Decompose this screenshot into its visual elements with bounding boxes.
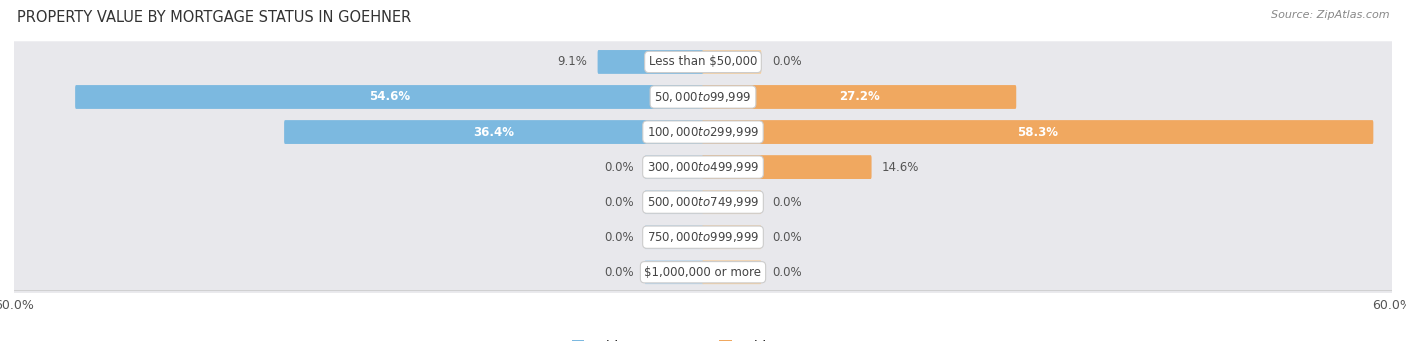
Text: 0.0%: 0.0%: [772, 56, 801, 69]
FancyBboxPatch shape: [702, 120, 1374, 144]
FancyBboxPatch shape: [645, 260, 704, 284]
Legend: Without Mortgage, With Mortgage: Without Mortgage, With Mortgage: [567, 335, 839, 341]
Text: $750,000 to $999,999: $750,000 to $999,999: [647, 230, 759, 244]
Text: $50,000 to $99,999: $50,000 to $99,999: [654, 90, 752, 104]
Text: 0.0%: 0.0%: [772, 196, 801, 209]
Text: 27.2%: 27.2%: [839, 90, 880, 104]
FancyBboxPatch shape: [702, 260, 761, 284]
Text: 0.0%: 0.0%: [605, 231, 634, 244]
FancyBboxPatch shape: [13, 41, 1393, 83]
FancyBboxPatch shape: [13, 181, 1393, 223]
Text: 0.0%: 0.0%: [772, 266, 801, 279]
FancyBboxPatch shape: [13, 76, 1393, 118]
FancyBboxPatch shape: [13, 217, 1393, 258]
Text: 0.0%: 0.0%: [772, 231, 801, 244]
Text: 0.0%: 0.0%: [605, 196, 634, 209]
FancyBboxPatch shape: [645, 190, 704, 214]
Text: Source: ZipAtlas.com: Source: ZipAtlas.com: [1271, 10, 1389, 20]
Text: 54.6%: 54.6%: [368, 90, 411, 104]
FancyBboxPatch shape: [284, 120, 704, 144]
FancyBboxPatch shape: [702, 155, 872, 179]
Text: PROPERTY VALUE BY MORTGAGE STATUS IN GOEHNER: PROPERTY VALUE BY MORTGAGE STATUS IN GOE…: [17, 10, 411, 25]
Text: 14.6%: 14.6%: [882, 161, 920, 174]
Text: 58.3%: 58.3%: [1017, 125, 1059, 138]
Text: 0.0%: 0.0%: [605, 266, 634, 279]
FancyBboxPatch shape: [702, 85, 1017, 109]
Text: 9.1%: 9.1%: [557, 56, 588, 69]
FancyBboxPatch shape: [75, 85, 704, 109]
FancyBboxPatch shape: [13, 112, 1393, 153]
FancyBboxPatch shape: [702, 225, 761, 249]
Text: $1,000,000 or more: $1,000,000 or more: [644, 266, 762, 279]
Text: $100,000 to $299,999: $100,000 to $299,999: [647, 125, 759, 139]
FancyBboxPatch shape: [645, 155, 704, 179]
Text: $500,000 to $749,999: $500,000 to $749,999: [647, 195, 759, 209]
FancyBboxPatch shape: [13, 146, 1393, 188]
Text: 36.4%: 36.4%: [474, 125, 515, 138]
Text: Less than $50,000: Less than $50,000: [648, 56, 758, 69]
FancyBboxPatch shape: [702, 190, 761, 214]
FancyBboxPatch shape: [702, 50, 761, 74]
FancyBboxPatch shape: [13, 252, 1393, 293]
Text: $300,000 to $499,999: $300,000 to $499,999: [647, 160, 759, 174]
FancyBboxPatch shape: [645, 225, 704, 249]
Text: 0.0%: 0.0%: [605, 161, 634, 174]
FancyBboxPatch shape: [598, 50, 704, 74]
